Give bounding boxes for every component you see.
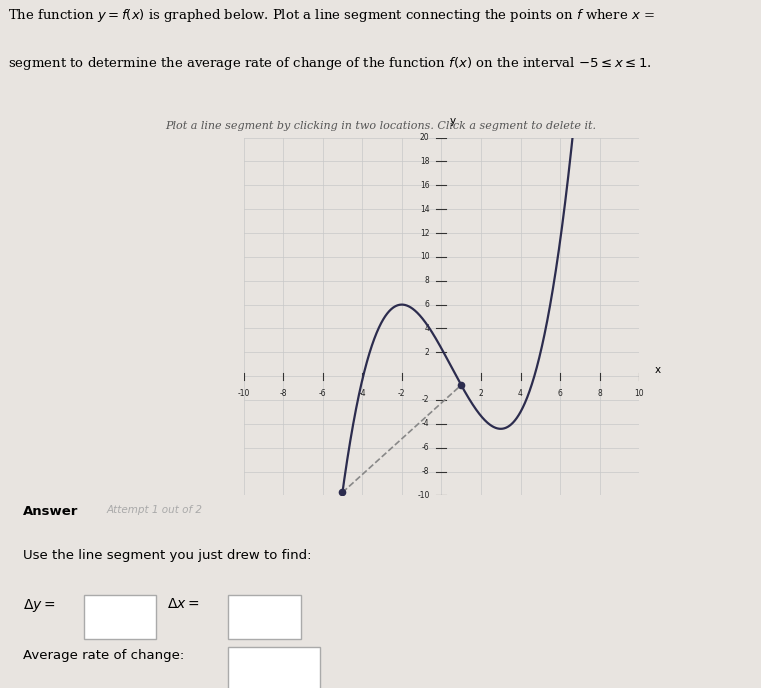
Text: 6: 6 bbox=[558, 389, 562, 398]
Text: The function $y = f(x)$ is graphed below. Plot a line segment connecting the poi: The function $y = f(x)$ is graphed below… bbox=[8, 7, 654, 24]
Text: 2: 2 bbox=[479, 389, 483, 398]
Text: $\Delta x=$: $\Delta x=$ bbox=[167, 597, 200, 612]
FancyBboxPatch shape bbox=[84, 594, 156, 639]
Text: $\Delta y=$: $\Delta y=$ bbox=[23, 597, 56, 614]
Text: 10: 10 bbox=[420, 252, 429, 261]
Text: -6: -6 bbox=[422, 443, 429, 452]
Text: -4: -4 bbox=[358, 389, 366, 398]
Text: Attempt 1 out of 2: Attempt 1 out of 2 bbox=[107, 505, 202, 515]
Text: 8: 8 bbox=[597, 389, 602, 398]
Text: 20: 20 bbox=[420, 133, 429, 142]
Text: -6: -6 bbox=[319, 389, 326, 398]
Text: -2: -2 bbox=[398, 389, 406, 398]
Text: Answer: Answer bbox=[23, 505, 78, 518]
Text: -4: -4 bbox=[422, 419, 429, 429]
Text: 4: 4 bbox=[425, 324, 429, 333]
Text: -10: -10 bbox=[237, 389, 250, 398]
FancyBboxPatch shape bbox=[228, 594, 301, 639]
FancyBboxPatch shape bbox=[228, 647, 320, 688]
Text: y: y bbox=[449, 116, 455, 126]
Text: 6: 6 bbox=[425, 300, 429, 309]
Text: 10: 10 bbox=[635, 389, 644, 398]
Text: Average rate of change:: Average rate of change: bbox=[23, 649, 184, 663]
Text: Use the line segment you just drew to find:: Use the line segment you just drew to fi… bbox=[23, 549, 311, 562]
Text: -8: -8 bbox=[279, 389, 287, 398]
Text: 8: 8 bbox=[425, 276, 429, 286]
Text: -10: -10 bbox=[417, 491, 429, 500]
Text: -2: -2 bbox=[422, 396, 429, 405]
Text: 16: 16 bbox=[420, 181, 429, 190]
Text: | |: | | bbox=[268, 663, 280, 675]
Text: 14: 14 bbox=[420, 204, 429, 214]
Text: x: x bbox=[655, 365, 661, 375]
Text: -8: -8 bbox=[422, 467, 429, 476]
Text: 18: 18 bbox=[420, 157, 429, 166]
Text: 4: 4 bbox=[518, 389, 523, 398]
Text: 12: 12 bbox=[420, 228, 429, 237]
Text: Plot a line segment by clicking in two locations. Click a segment to delete it.: Plot a line segment by clicking in two l… bbox=[165, 121, 596, 131]
Text: 2: 2 bbox=[425, 347, 429, 357]
Text: segment to determine the average rate of change of the function $f(x)$ on the in: segment to determine the average rate of… bbox=[8, 55, 651, 72]
